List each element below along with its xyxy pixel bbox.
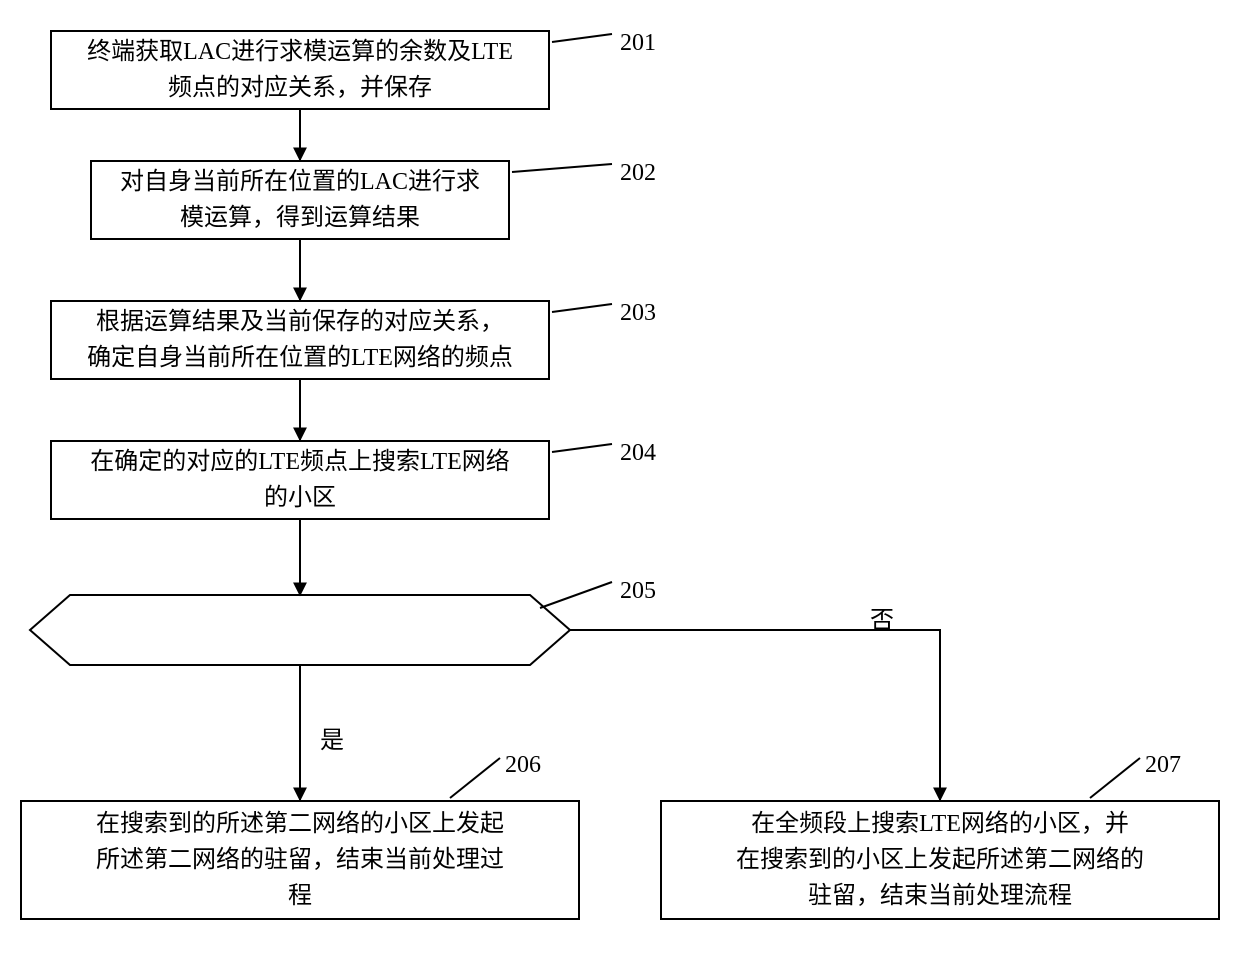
step-label-205: 205 [620,578,656,605]
step-label-201: 201 [620,30,656,57]
flow-node-n204: 在确定的对应的LTE频点上搜索LTE网络的小区 [50,440,550,520]
flow-node-n202: 对自身当前所在位置的LAC进行求模运算，得到运算结果 [90,160,510,240]
edge-label-e5: 是 [320,720,344,755]
flow-node-n207: 在全频段上搜索LTE网络的小区，并在搜索到的小区上发起所述第二网络的驻留，结束当… [660,800,1220,920]
node-text: 在确定的对应的LTE频点上搜索LTE网络的小区 [90,444,510,516]
flowchart-canvas: 终端获取LAC进行求模运算的余数及LTE频点的对应关系，并保存 201 对自身当前所… [0,0,1240,962]
step-label-203: 203 [620,300,656,327]
flow-node-n205-text: 是否搜索到LTE网络的小区 [70,595,530,665]
flow-node-n201: 终端获取LAC进行求模运算的余数及LTE频点的对应关系，并保存 [50,30,550,110]
step-label-204: 204 [620,440,656,467]
flow-node-n206: 在搜索到的所述第二网络的小区上发起所述第二网络的驻留，结束当前处理过程 [20,800,580,920]
node-text: 根据运算结果及当前保存的对应关系，确定自身当前所在位置的LTE网络的频点 [87,304,513,376]
step-label-202: 202 [620,160,656,187]
step-label-207: 207 [1145,752,1181,779]
step-label-206: 206 [505,752,541,779]
node-text: 终端获取LAC进行求模运算的余数及LTE频点的对应关系，并保存 [87,34,513,106]
flow-node-n203: 根据运算结果及当前保存的对应关系，确定自身当前所在位置的LTE网络的频点 [50,300,550,380]
node-text: 在全频段上搜索LTE网络的小区，并在搜索到的小区上发起所述第二网络的驻留，结束当… [736,806,1144,914]
node-text: 对自身当前所在位置的LAC进行求模运算，得到运算结果 [120,164,480,236]
node-text: 在搜索到的所述第二网络的小区上发起所述第二网络的驻留，结束当前处理过程 [96,806,504,914]
edge-label-e6: 否 [870,600,894,635]
